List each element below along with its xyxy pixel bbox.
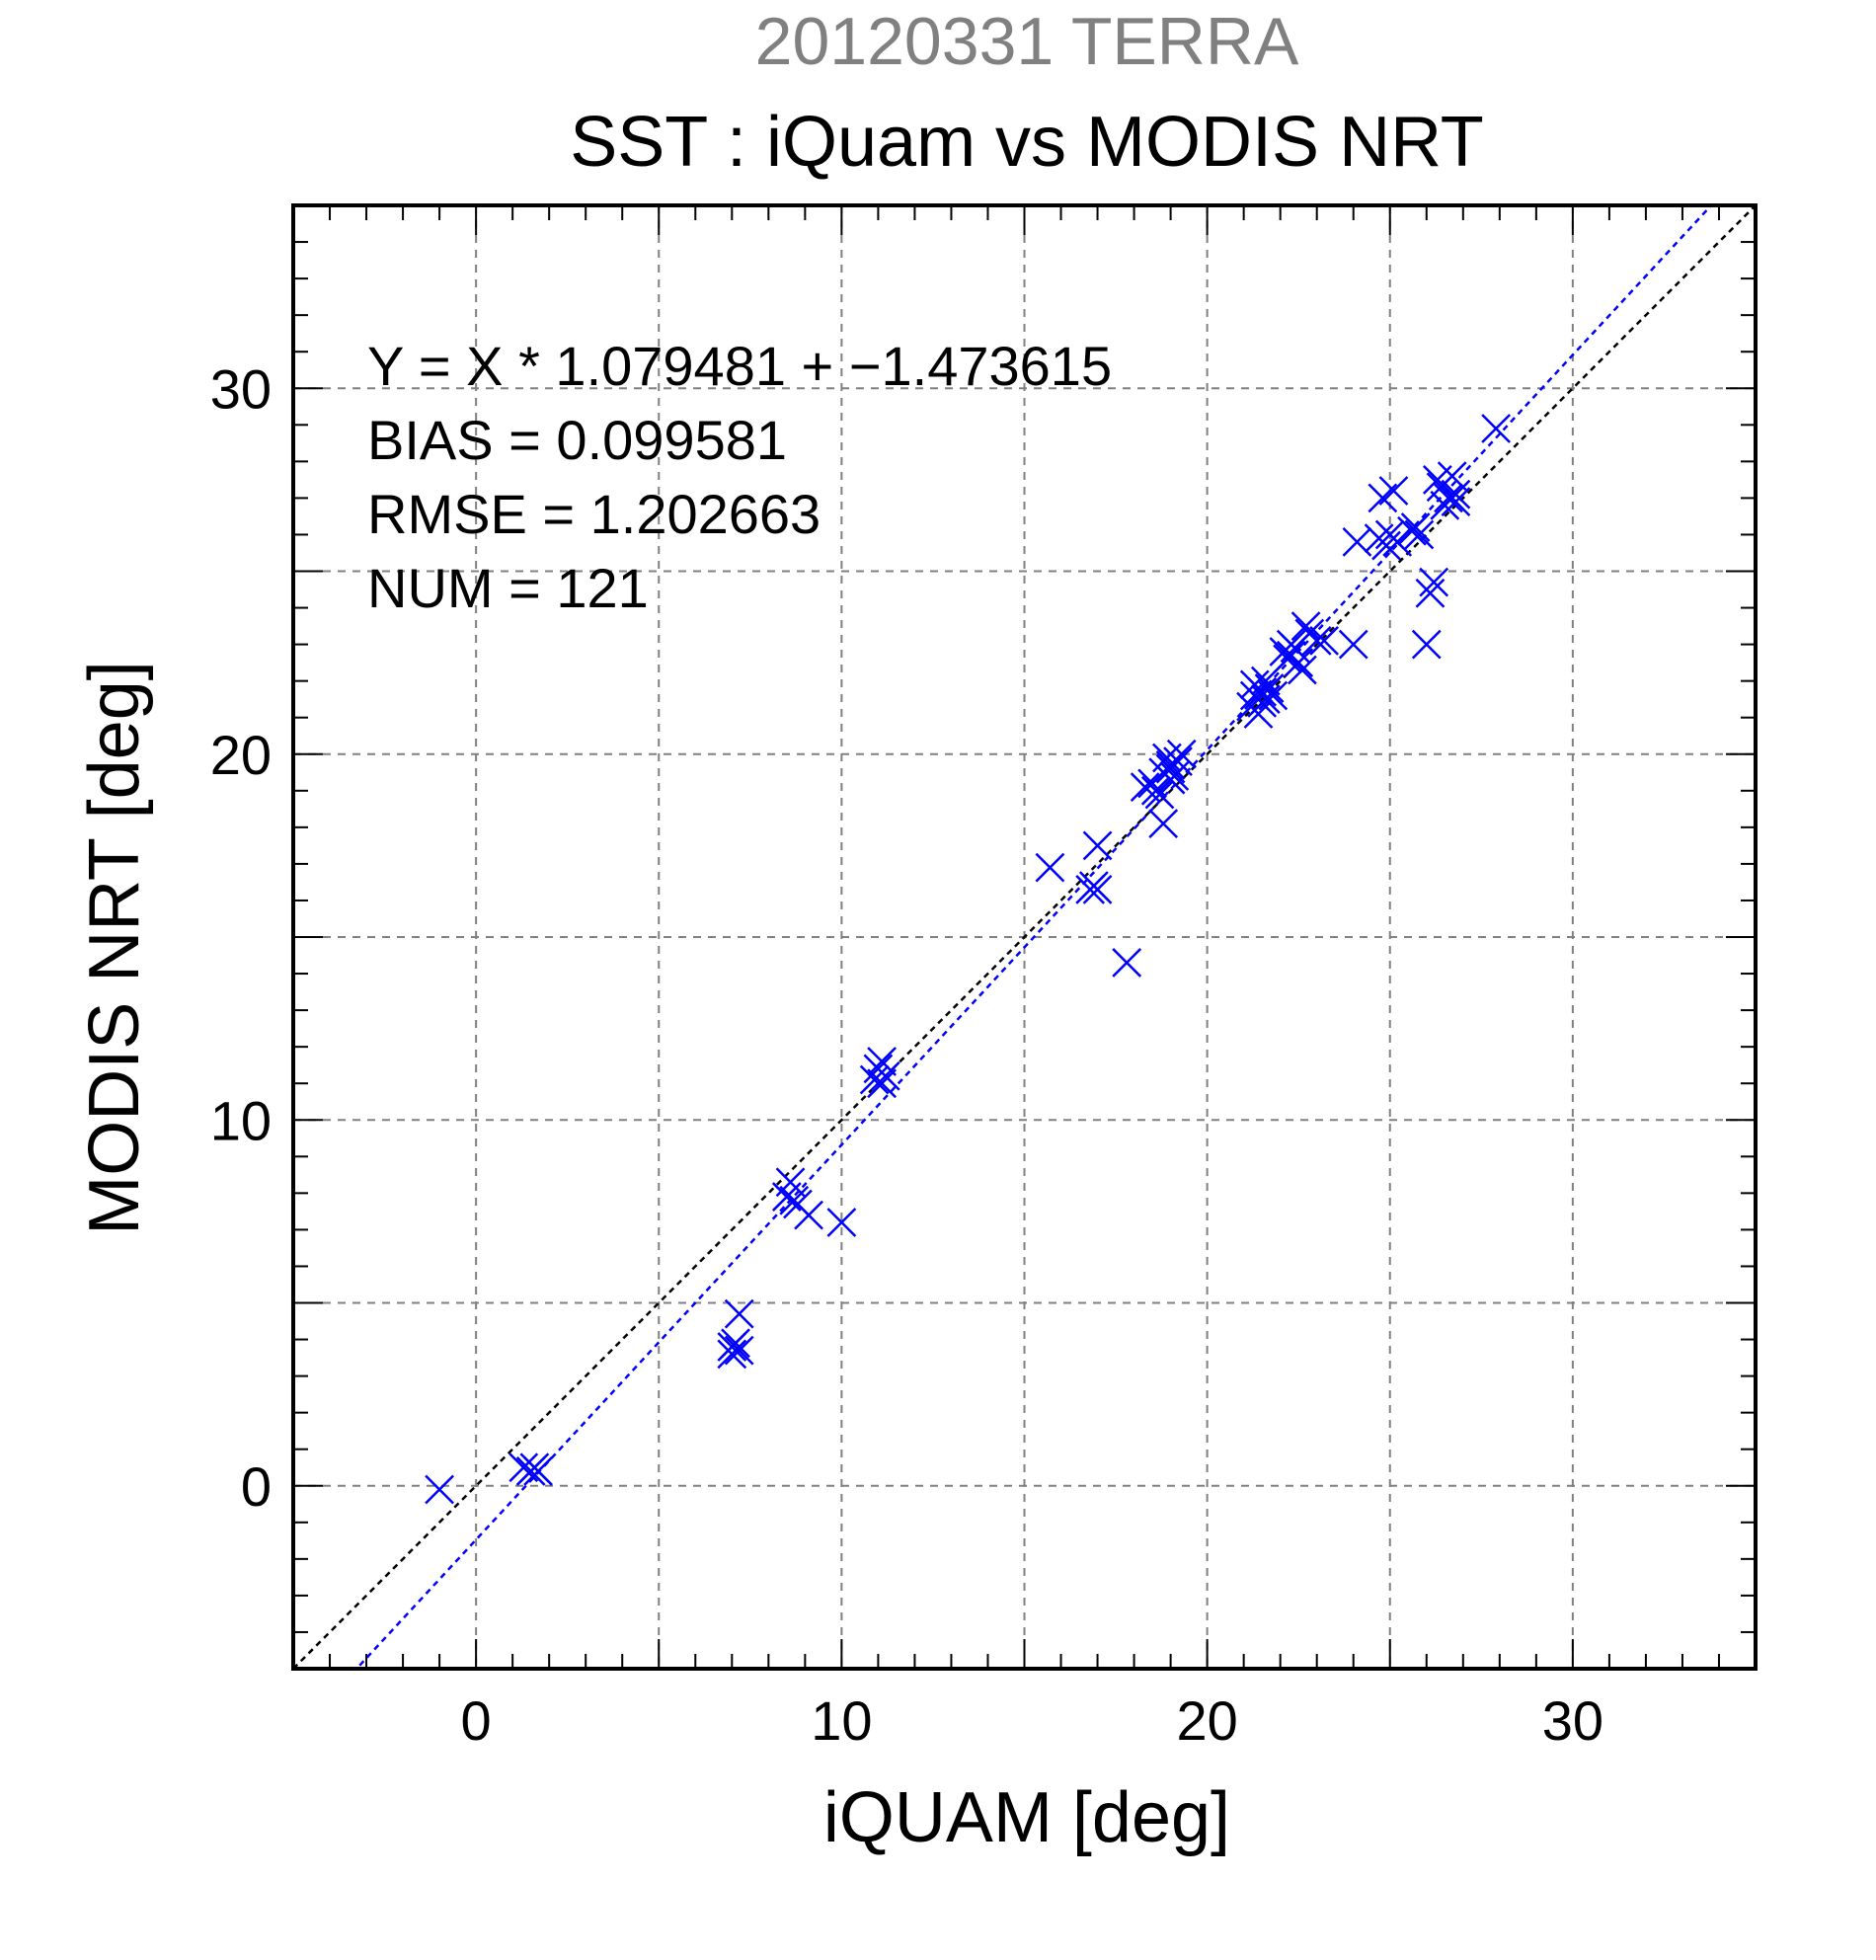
one-to-one-line xyxy=(293,205,1756,1669)
data-point xyxy=(870,1060,900,1091)
data-point xyxy=(1290,611,1321,641)
data-point xyxy=(1437,461,1467,492)
data-point xyxy=(1441,487,1471,516)
data-point xyxy=(523,1456,553,1486)
data-point xyxy=(775,1167,806,1198)
data-point xyxy=(1247,676,1278,707)
data-point xyxy=(1035,852,1065,883)
data-point xyxy=(859,1064,890,1095)
data-point xyxy=(717,1339,747,1370)
data-point xyxy=(1288,655,1317,685)
data-point xyxy=(724,1298,754,1329)
chart-supertitle: 20120331 TERRA xyxy=(755,4,1299,79)
data-point xyxy=(1258,680,1289,711)
data-point xyxy=(1254,673,1285,703)
annotation-num: NUM = 121 xyxy=(367,557,649,619)
y-tick-label: 20 xyxy=(210,724,272,786)
data-point xyxy=(1082,874,1113,904)
plot-area: 0 10 20 30 0 10 20 30 xyxy=(210,203,1758,1752)
data-point xyxy=(1155,749,1186,780)
x-tick-label: 0 xyxy=(461,1689,492,1752)
data-point xyxy=(721,1328,750,1359)
data-point xyxy=(1404,519,1435,550)
y-axis-label: MODIS NRT [deg] xyxy=(75,661,154,1235)
data-point xyxy=(1481,414,1512,443)
data-point xyxy=(794,1200,823,1230)
data-point xyxy=(1371,530,1401,561)
y-tick-label: 10 xyxy=(210,1089,272,1151)
data-point xyxy=(1112,948,1142,978)
x-axis-label: iQUAM [deg] xyxy=(823,1778,1230,1857)
y-tick-label: 30 xyxy=(210,357,272,420)
data-point xyxy=(1400,512,1431,542)
y-tick-label: 0 xyxy=(241,1455,272,1518)
data-point xyxy=(1419,567,1449,597)
plot-frame xyxy=(291,203,1758,1671)
annotation-equation: Y = X * 1.079481 + −1.473615 xyxy=(367,335,1112,397)
annotation-rmse: RMSE = 1.202663 xyxy=(367,483,821,545)
data-point xyxy=(1284,648,1314,678)
data-point xyxy=(1415,578,1446,608)
data-point xyxy=(1441,479,1471,510)
data-point xyxy=(1148,809,1179,839)
data-point xyxy=(1250,684,1281,715)
data-point xyxy=(425,1474,454,1505)
data-point xyxy=(1163,746,1193,777)
data-point xyxy=(1378,476,1409,506)
x-tick-label: 30 xyxy=(1542,1689,1603,1752)
data-point xyxy=(1411,629,1442,660)
data-point xyxy=(1338,629,1368,660)
data-point xyxy=(1082,830,1113,861)
data-point xyxy=(724,1335,754,1366)
data-point xyxy=(867,1068,897,1099)
data-point xyxy=(1382,526,1413,557)
data-point xyxy=(826,1208,857,1237)
data-point xyxy=(1130,772,1160,802)
x-tick-label: 20 xyxy=(1176,1689,1237,1752)
x-tick-label: 10 xyxy=(811,1689,872,1752)
annotation-bias: BIAS = 0.099581 xyxy=(367,409,787,471)
data-point xyxy=(1309,626,1339,656)
data-point xyxy=(1301,626,1332,656)
chart-title: SST : iQuam vs MODIS NRT xyxy=(570,103,1484,182)
